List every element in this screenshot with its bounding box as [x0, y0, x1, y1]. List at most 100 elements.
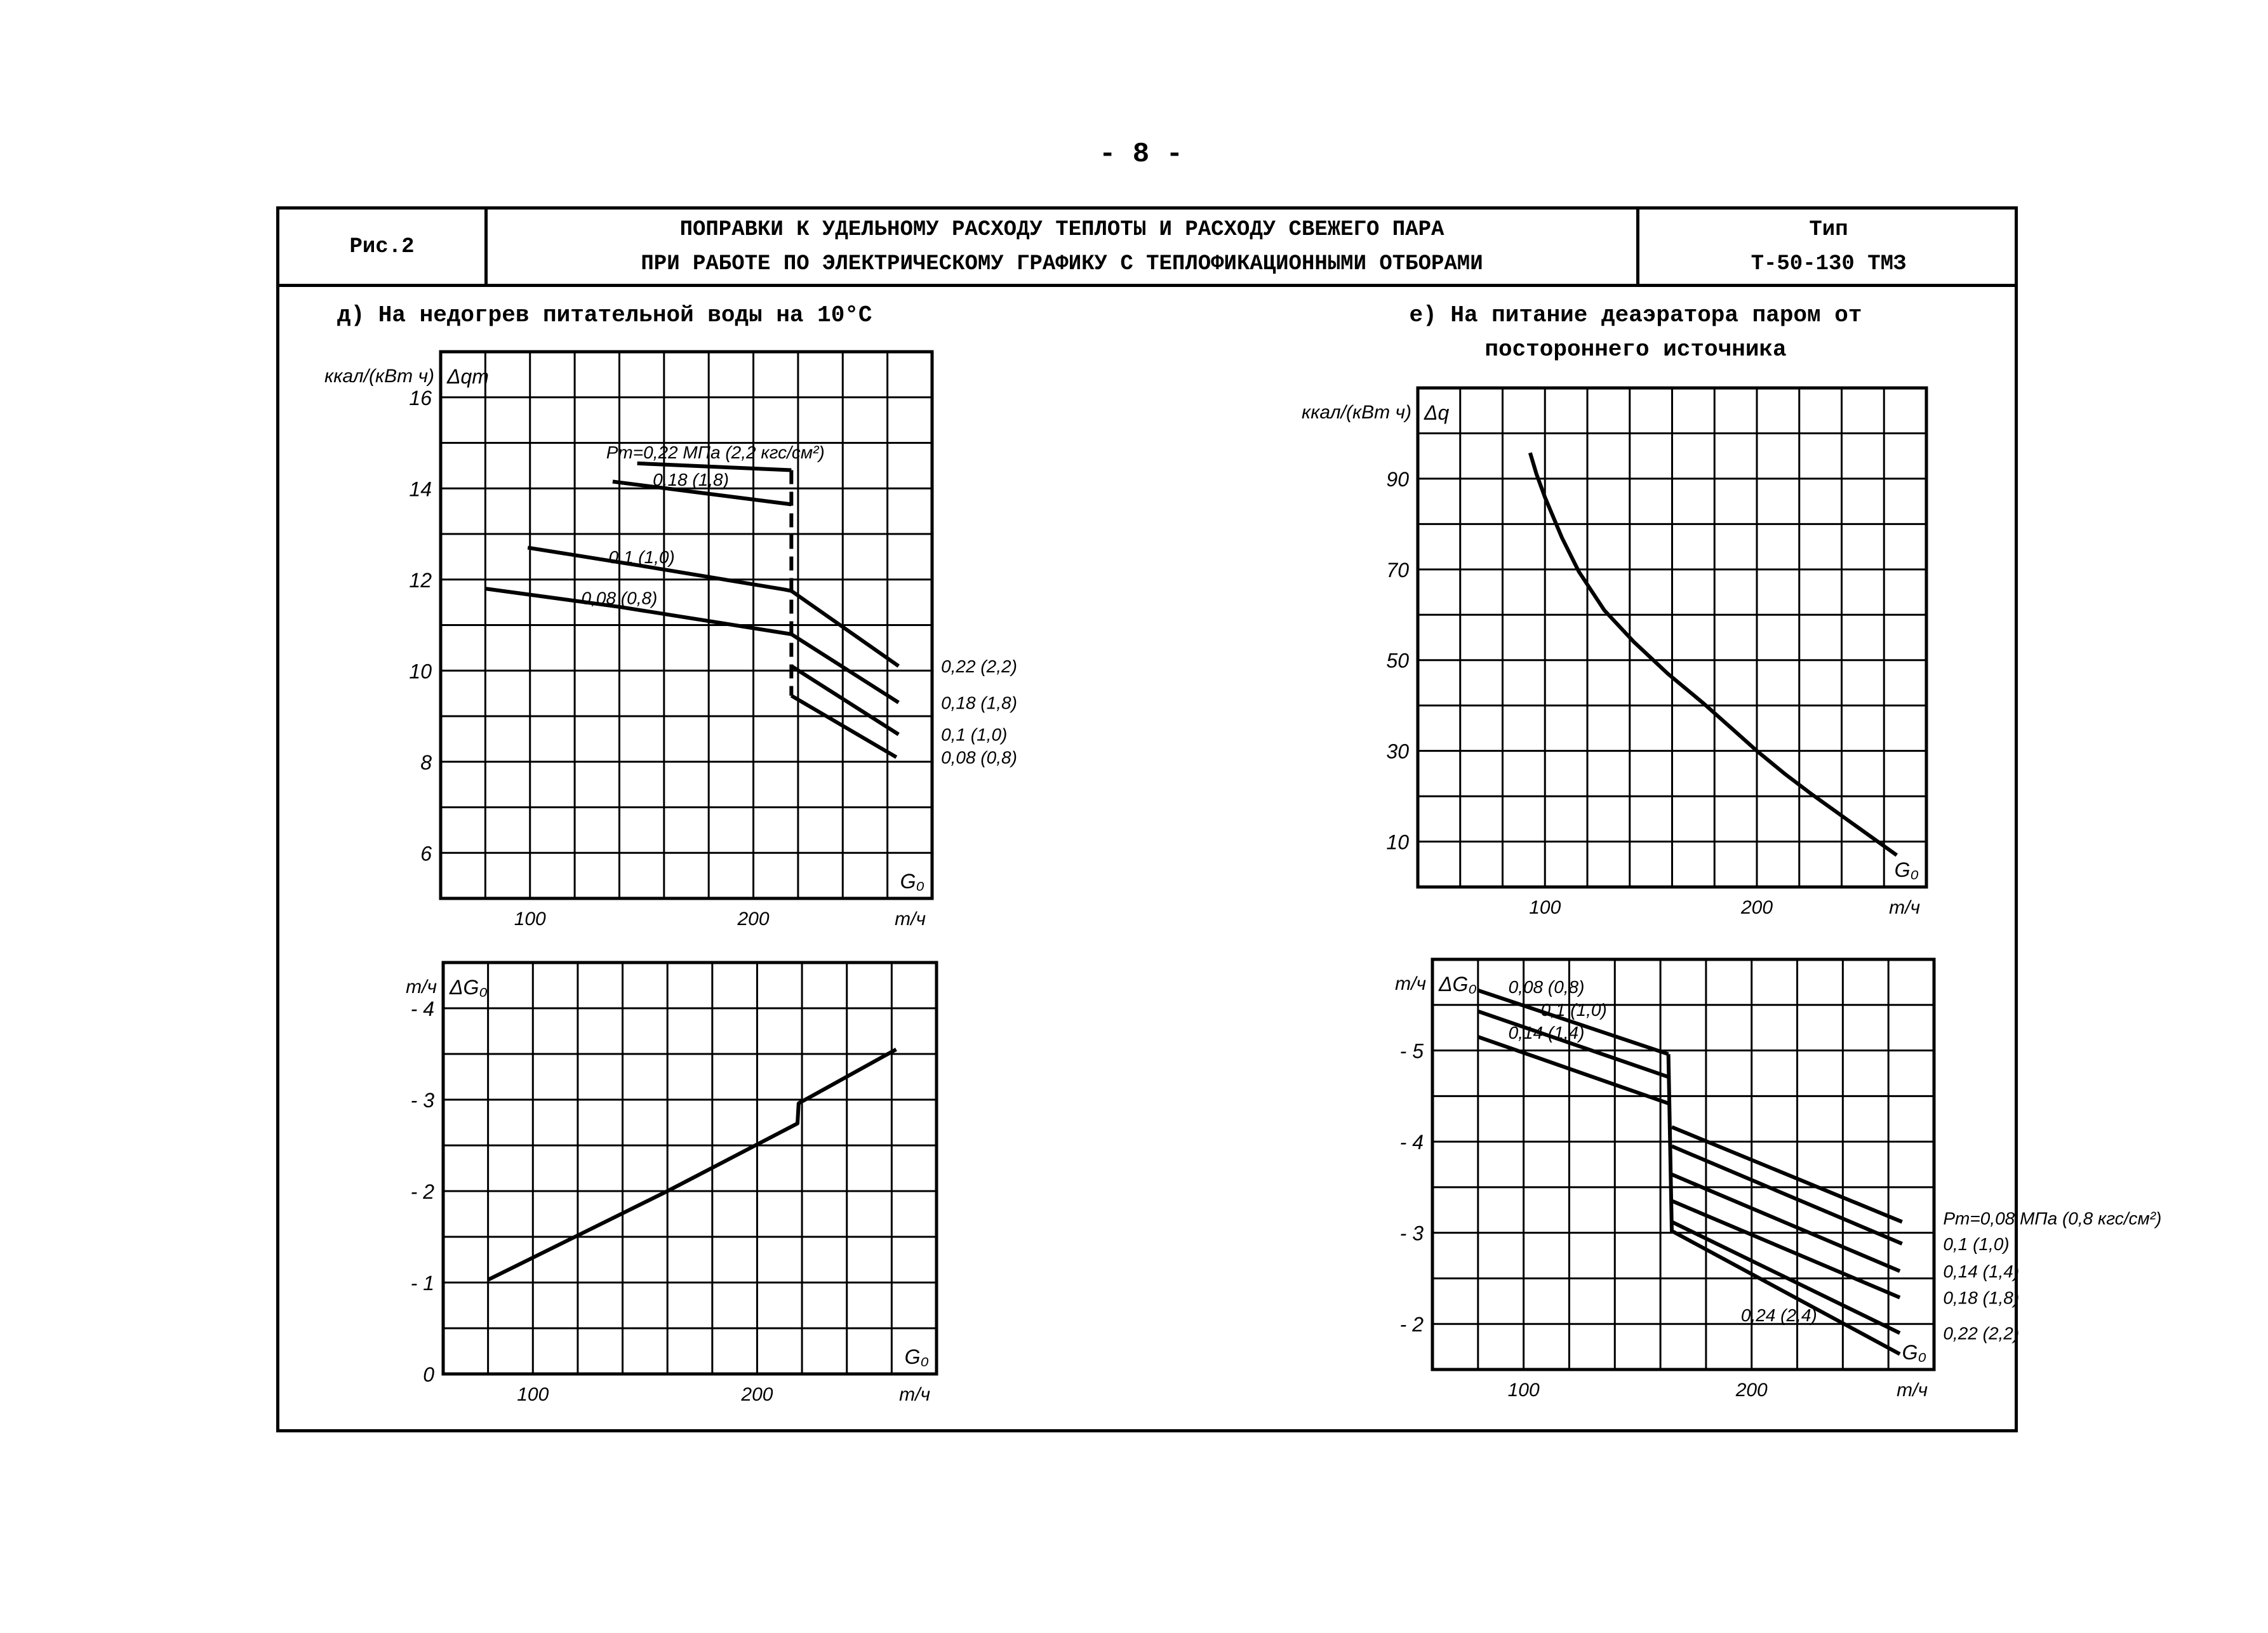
y-axis-symbol: Δq	[1424, 401, 1449, 424]
y-tick-label: 6	[420, 842, 432, 865]
x-axis-unit: т/ч	[1889, 897, 1920, 918]
series-line	[1477, 1009, 1669, 1079]
series-label: 0,22 (2,2)	[1943, 1324, 2019, 1343]
series-line	[1477, 988, 1669, 1056]
y-axis-unit: т/ч	[1395, 973, 1426, 994]
series-line	[1671, 1173, 1901, 1273]
series-connector-line	[1666, 1054, 1674, 1233]
type-value: Т-50-130 ТМЗ	[1751, 251, 1907, 276]
x-axis-unit: т/ч	[1897, 1380, 1928, 1401]
y-tick-label: 50	[1386, 650, 1409, 672]
y-tick-label: 10	[409, 660, 432, 683]
series-line	[790, 589, 900, 668]
y-tick-label: 14	[409, 477, 432, 500]
x-tick-label: 100	[1508, 1380, 1540, 1401]
y-axis-unit: т/ч	[406, 976, 437, 997]
chart-e-title-line-2: постороннего источника	[1484, 337, 1787, 363]
turbine-type-cell: Тип Т-50-130 ТМЗ	[1636, 210, 2018, 284]
plot-frame	[441, 961, 938, 1376]
series-label: 0,1 (1,0)	[608, 547, 674, 567]
y-tick-label: 30	[1386, 740, 1409, 763]
series-label: 0,24 (2,4)	[1741, 1305, 1817, 1325]
y-axis-unit: ккал/(кВт ч)	[1302, 402, 1411, 423]
chart-d-title: д) На недогрев питательной воды на 10°С	[337, 302, 872, 328]
series-label: 0,08 (0,8)	[582, 588, 658, 608]
x-axis-symbol: G₀	[905, 1345, 929, 1368]
y-tick-label: 90	[1386, 468, 1409, 491]
x-tick-label: 200	[1740, 897, 1773, 918]
y-axis-symbol: Δqт	[446, 365, 489, 388]
series-line	[1477, 1035, 1669, 1105]
series-label: Pт=0,22 МПа (2,2 кгс/см²)	[606, 443, 825, 462]
y-tick-label: - 5	[1400, 1040, 1424, 1063]
figure-title-line-2: ПРИ РАБОТЕ ПО ЭЛЕКТРИЧЕСКОМУ ГРАФИКУ С Т…	[641, 251, 1483, 276]
x-tick-label: 200	[740, 1384, 773, 1405]
y-axis-symbol: ΔG₀	[1438, 973, 1477, 996]
series-line	[527, 545, 792, 593]
plot-frame	[1431, 957, 1936, 1371]
series-line	[790, 664, 900, 737]
series-label: 0,14 (1,4)	[1509, 1023, 1585, 1043]
x-axis-symbol: G₀	[1895, 858, 1919, 881]
x-tick-label: 100	[517, 1384, 549, 1405]
chart-e-title: е) На питание деаэратора паром от постор…	[1382, 298, 1890, 367]
plot-frame	[439, 350, 934, 900]
series-label: Pт=0,08 МПа (0,8 кгс/см²)	[1943, 1209, 2161, 1229]
plot-frame	[1416, 386, 1928, 889]
series-label: 0,14 (1,4)	[1943, 1262, 2019, 1281]
y-tick-label: - 1	[411, 1272, 434, 1295]
series-label: 0,08 (0,8)	[941, 748, 1017, 768]
x-axis-unit: т/ч	[899, 1384, 930, 1405]
x-tick-label: 200	[1735, 1380, 1768, 1401]
y-tick-label: - 3	[1400, 1222, 1424, 1245]
series-line	[790, 632, 900, 705]
series-line	[484, 587, 792, 636]
series-label: 0,08 (0,8)	[1509, 977, 1585, 997]
series-label: 0,1 (1,0)	[1943, 1234, 2009, 1254]
series-label: 0,1 (1,0)	[941, 725, 1007, 745]
figure-frame: Рис.2 ПОПРАВКИ К УДЕЛЬНОМУ РАСХОДУ ТЕПЛО…	[276, 206, 2018, 1432]
series-label: 0,18 (1,8)	[941, 693, 1017, 712]
series-line	[1671, 1220, 1901, 1335]
y-tick-label: 10	[1386, 831, 1409, 854]
chart-e-title-line-1: е) На питание деаэратора паром от	[1409, 302, 1862, 328]
series-line	[1671, 1229, 1901, 1356]
y-tick-label: 70	[1386, 559, 1409, 582]
figure-header: Рис.2 ПОПРАВКИ К УДЕЛЬНОМУ РАСХОДУ ТЕПЛО…	[279, 210, 2015, 287]
page-number: - 8 -	[1098, 138, 1184, 170]
series-label: 0,1 (1,0)	[1540, 1000, 1606, 1020]
series-line	[1671, 1125, 1903, 1224]
series-line	[487, 1048, 897, 1282]
y-tick-label: 8	[420, 751, 432, 774]
y-tick-label: 16	[409, 387, 432, 410]
figure-title-line-1: ПОПРАВКИ К УДЕЛЬНОМУ РАСХОДУ ТЕПЛОТЫ И Р…	[679, 217, 1444, 242]
y-tick-label: - 2	[411, 1180, 435, 1203]
series-line	[637, 461, 792, 472]
series-label: 0,22 (2,2)	[941, 657, 1017, 676]
series-line	[790, 694, 898, 759]
series-line	[1671, 1144, 1903, 1246]
y-axis-unit: ккал/(кВт ч)	[324, 366, 434, 387]
figure-number-cell: Рис.2	[279, 210, 488, 284]
y-axis-symbol: ΔG₀	[449, 976, 488, 999]
type-label: Тип	[1809, 217, 1848, 242]
figure-title-cell: ПОПРАВКИ К УДЕЛЬНОМУ РАСХОДУ ТЕПЛОТЫ И Р…	[488, 210, 1636, 284]
y-tick-label: 0	[423, 1363, 434, 1386]
x-axis-symbol: G₀	[1902, 1341, 1926, 1364]
y-tick-label: - 3	[411, 1089, 435, 1112]
y-tick-label: - 4	[1400, 1131, 1424, 1154]
y-tick-label: - 2	[1400, 1313, 1424, 1336]
series-label: 0,18 (1,8)	[653, 470, 729, 490]
x-tick-label: 100	[1529, 897, 1561, 918]
series-line	[1528, 452, 1898, 857]
series-line	[1671, 1199, 1901, 1300]
x-tick-label: 100	[514, 909, 546, 930]
series-label: 0,18 (1,8)	[1943, 1288, 2019, 1308]
y-tick-label: - 4	[411, 997, 434, 1020]
x-tick-label: 200	[737, 909, 770, 930]
x-axis-unit: т/ч	[895, 909, 926, 930]
y-tick-label: 12	[409, 569, 432, 592]
series-line	[612, 479, 792, 507]
x-axis-symbol: G₀	[900, 870, 924, 893]
